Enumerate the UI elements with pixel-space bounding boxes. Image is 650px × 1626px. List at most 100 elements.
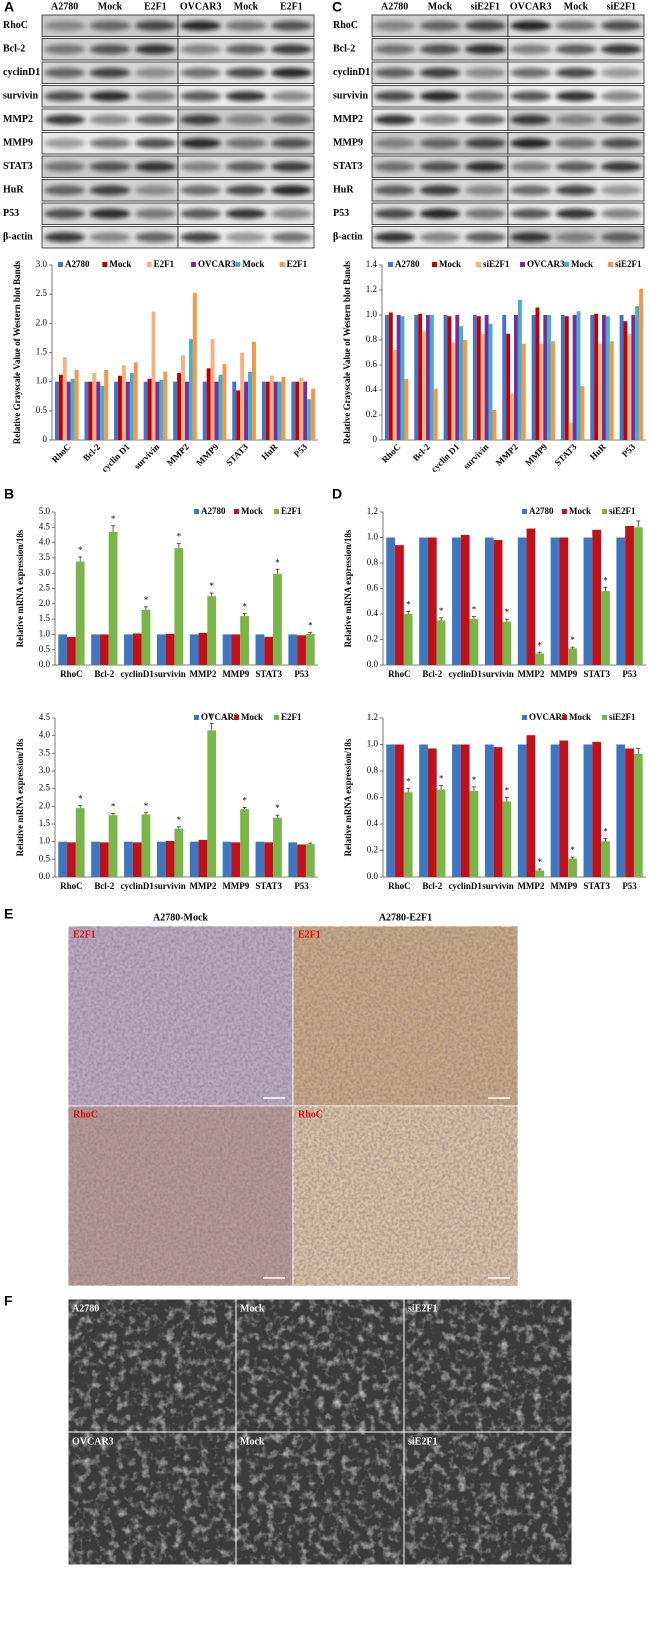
legend-swatch <box>608 262 613 267</box>
bar <box>559 740 569 877</box>
significance-mark: * <box>275 803 280 813</box>
blot-band <box>419 114 461 125</box>
significance-mark: * <box>275 557 280 567</box>
blot-band <box>225 91 267 102</box>
bar <box>143 381 148 440</box>
blot-band <box>134 91 176 102</box>
cell-label: siE2F1 <box>408 1303 437 1314</box>
bar <box>568 858 577 877</box>
legend-label: OVCAR3 <box>201 712 239 722</box>
legend-label: Mock <box>439 259 461 269</box>
y-tick-label: 2.0 <box>36 317 48 327</box>
y-tick-label: 1.2 <box>366 284 377 294</box>
blot-band <box>180 20 222 31</box>
blot-band <box>134 161 176 172</box>
bar <box>493 747 503 877</box>
blot-band <box>555 91 597 102</box>
bar <box>592 529 602 665</box>
bar <box>583 537 593 665</box>
blot-band <box>44 161 86 172</box>
blot-band <box>555 44 597 55</box>
y-tick-label: 0.4 <box>366 384 378 394</box>
bar <box>96 381 101 440</box>
y-tick-label: 2.0 <box>39 800 51 810</box>
y-tick-label: 0.5 <box>36 405 48 415</box>
x-tick-label: MMP2 <box>517 881 544 891</box>
bar <box>165 840 175 877</box>
bar <box>189 841 199 877</box>
blot-band <box>225 161 267 172</box>
lane-label: siE2F1 <box>471 1 500 12</box>
blot-band <box>510 232 552 243</box>
blot-band <box>510 114 552 125</box>
blot-band <box>44 20 86 31</box>
blot-band <box>270 232 312 243</box>
legend-label: siE2F1 <box>609 506 636 516</box>
y-tick-label: 1.5 <box>39 818 51 828</box>
significance-mark: * <box>177 815 182 825</box>
legend-swatch <box>234 715 239 720</box>
blot-band <box>134 185 176 196</box>
blot-band <box>374 138 416 149</box>
blot-band <box>44 44 86 55</box>
blot-band <box>374 67 416 78</box>
bar <box>99 634 109 665</box>
blot-band <box>600 91 642 102</box>
blot-band <box>44 114 86 125</box>
legend-swatch <box>146 262 152 267</box>
blot-band <box>510 67 552 78</box>
bar <box>502 801 512 877</box>
blot-band <box>419 67 461 78</box>
blot-band <box>600 67 642 78</box>
lane-label: E2F1 <box>280 1 303 12</box>
blot-band <box>419 185 461 196</box>
bar <box>297 635 306 665</box>
bar <box>99 842 109 877</box>
y-tick-label: 1.0 <box>39 836 51 846</box>
bar <box>551 341 556 440</box>
bar <box>594 313 599 440</box>
y-tick-label: 0.0 <box>367 659 379 669</box>
blot-band <box>180 44 222 55</box>
legend-swatch <box>274 509 279 514</box>
lane-label: A2780 <box>51 1 78 12</box>
cell-label: siE2F1 <box>408 1436 437 1447</box>
bar <box>210 339 215 440</box>
bar <box>484 537 494 665</box>
x-tick-label: STAT3 <box>255 669 282 679</box>
blot-band <box>89 91 131 102</box>
x-tick-label: survivin <box>482 881 514 891</box>
bar <box>484 315 489 440</box>
blot-band <box>464 67 506 78</box>
bar <box>572 315 577 440</box>
bar <box>388 312 393 440</box>
bar <box>124 841 133 877</box>
cell-texture <box>68 1299 236 1432</box>
blot-band <box>419 232 461 243</box>
x-tick-label: STAT3 <box>583 881 610 891</box>
blot-row-label: MMP9 <box>333 138 363 149</box>
significance-mark: * <box>78 794 83 804</box>
lane-label: E2F1 <box>144 1 167 12</box>
x-tick-label: cyclin D1 <box>99 441 132 474</box>
bar <box>264 636 274 665</box>
bar <box>207 596 217 665</box>
blot-row-label: cyclinD1 <box>3 67 40 78</box>
bar <box>598 343 602 440</box>
legend-swatch <box>102 262 108 267</box>
bar <box>288 634 298 665</box>
bar <box>403 792 413 877</box>
x-tick-label: MMP9 <box>550 669 577 679</box>
y-tick-label: 0.6 <box>366 359 378 369</box>
blot-band <box>180 208 222 219</box>
legend-swatch <box>522 715 527 720</box>
blot-band <box>464 138 506 149</box>
bar <box>305 844 315 877</box>
bar <box>419 537 428 665</box>
bar <box>232 381 237 440</box>
x-tick-label: survivin <box>461 442 490 471</box>
bar <box>422 331 426 440</box>
bar <box>70 378 75 440</box>
significance-mark: * <box>144 801 149 811</box>
bar <box>231 842 241 877</box>
